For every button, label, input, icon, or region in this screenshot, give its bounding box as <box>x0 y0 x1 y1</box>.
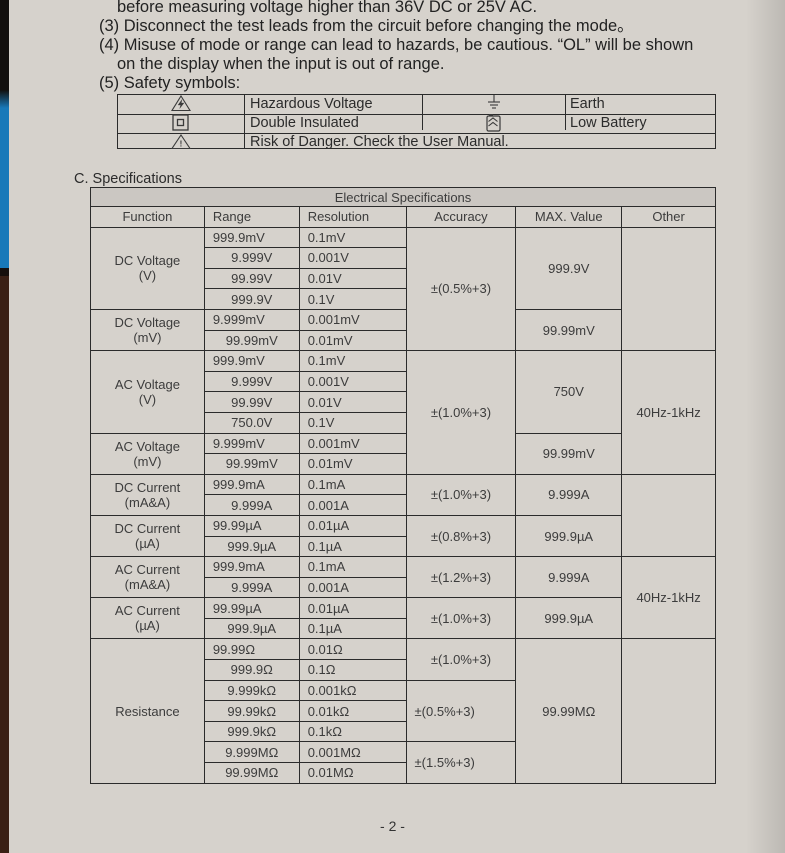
svg-text:!: ! <box>179 140 182 149</box>
